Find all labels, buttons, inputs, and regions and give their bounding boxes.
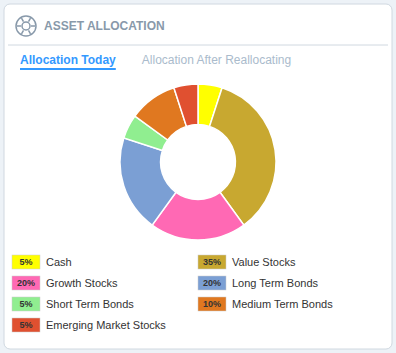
icon-spoke: [31, 25, 35, 27]
legend-label: Long Term Bonds: [232, 277, 319, 289]
pie: [120, 84, 276, 240]
legend-swatch: [12, 276, 40, 290]
icon-spoke: [22, 30, 24, 33]
icon-inner: [22, 22, 30, 30]
legend-value: 20%: [203, 278, 221, 288]
legend-swatch: [198, 276, 226, 290]
legend-label: Value Stocks: [232, 256, 296, 268]
legend-value: 35%: [203, 257, 221, 267]
legend-label: Emerging Market Stocks: [46, 319, 166, 331]
icon-spoke: [29, 30, 31, 33]
title-icon: [16, 16, 36, 36]
card: [4, 4, 392, 349]
icon-outer: [16, 16, 36, 36]
legend-value: 5%: [19, 257, 32, 267]
legend-label: Cash: [46, 256, 72, 268]
legend-swatch: [198, 255, 226, 269]
legend-value: 10%: [203, 299, 221, 309]
tab-inactive[interactable]: Allocation After Reallocating: [142, 53, 291, 67]
icon-spoke: [22, 18, 24, 21]
legend-swatch: [12, 297, 40, 311]
slice: [174, 84, 198, 126]
legend-swatch: [198, 297, 226, 311]
icon-spoke: [29, 18, 31, 21]
legend-swatch: [12, 318, 40, 332]
legend-label: Growth Stocks: [46, 277, 118, 289]
legend-label: Short Term Bonds: [46, 298, 134, 310]
icon-spoke: [17, 25, 21, 27]
separator: [8, 45, 388, 46]
title: ASSET ALLOCATION: [44, 19, 165, 33]
tab-active[interactable]: Allocation Today: [20, 53, 116, 67]
legend-label: Medium Term Bonds: [232, 298, 333, 310]
slice: [120, 138, 176, 225]
legend-swatch: [12, 255, 40, 269]
legend-value: 5%: [19, 320, 32, 330]
legend-value: 20%: [17, 278, 35, 288]
tab-underline: [20, 68, 116, 70]
legend-value: 5%: [19, 299, 32, 309]
